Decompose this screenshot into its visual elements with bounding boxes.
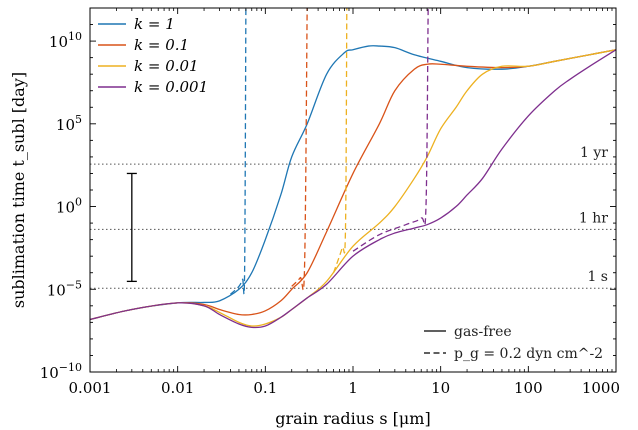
y-tick-label: 105 [56, 113, 82, 134]
linestyle-label-solid: gas-free [454, 324, 512, 340]
curve-gasfree-k-0-1 [90, 49, 616, 321]
reference-line-labels: 1 yr 1 hr 1 s [579, 145, 608, 285]
curve-gas-k-0-1 [291, 8, 308, 291]
y-tick-label: 100 [56, 196, 82, 217]
linestyle-label-dashed: p_g = 0.2 dyn cm^-2 [454, 346, 603, 362]
ref-label-1-s: 1 s [587, 269, 608, 285]
x-tick-label: 0.1 [253, 379, 277, 397]
curve-gasfree-k-0-001 [90, 49, 616, 329]
legend-label-k-0-1: k = 0.1 [134, 36, 189, 54]
axis-ticks: 0.001 0.01 0.1 1 10 100 1000 10−10 10−5 100 105 101… [40, 7, 620, 397]
x-axis-label: grain radius s [μm] [275, 409, 430, 428]
ref-label-1-hr: 1 hr [579, 210, 608, 226]
y-tick-label: 1010 [49, 30, 82, 51]
curve-gas-k-0-01 [332, 8, 348, 273]
x-tick-label: 100 [514, 379, 543, 397]
legend-label-k-0-01: k = 0.01 [134, 57, 199, 75]
y-axis-label: sublimation time t_subl [day] [9, 72, 28, 308]
error-bar-group [126, 172, 137, 283]
x-tick-label: 0.001 [69, 379, 112, 397]
x-tick-label: 10 [431, 379, 450, 397]
curve-gasfree-k-0-01 [90, 49, 616, 327]
x-tick-label: 1 [348, 379, 358, 397]
y-tick-label: 10−10 [40, 361, 82, 382]
curve-gas-k-1 [230, 8, 247, 295]
x-tick-label: 0.01 [161, 379, 194, 397]
y-tick-label: 10−5 [47, 278, 82, 299]
x-tick-label: 1000 [582, 379, 620, 397]
legend: k = 1 k = 0.1 k = 0.01 k = 0.001 [98, 15, 208, 96]
curve-gas-k-0-001 [352, 8, 429, 252]
linestyle-legend: gas-free p_g = 0.2 dyn cm^-2 [424, 324, 603, 362]
legend-label-k-0-001: k = 0.001 [134, 78, 208, 96]
legend-label-k-1: k = 1 [134, 15, 175, 33]
curve-gasfree-k-1 [90, 45, 616, 321]
reference-lines [90, 163, 616, 289]
series-curves [90, 8, 616, 329]
ref-label-1-yr: 1 yr [580, 145, 608, 161]
